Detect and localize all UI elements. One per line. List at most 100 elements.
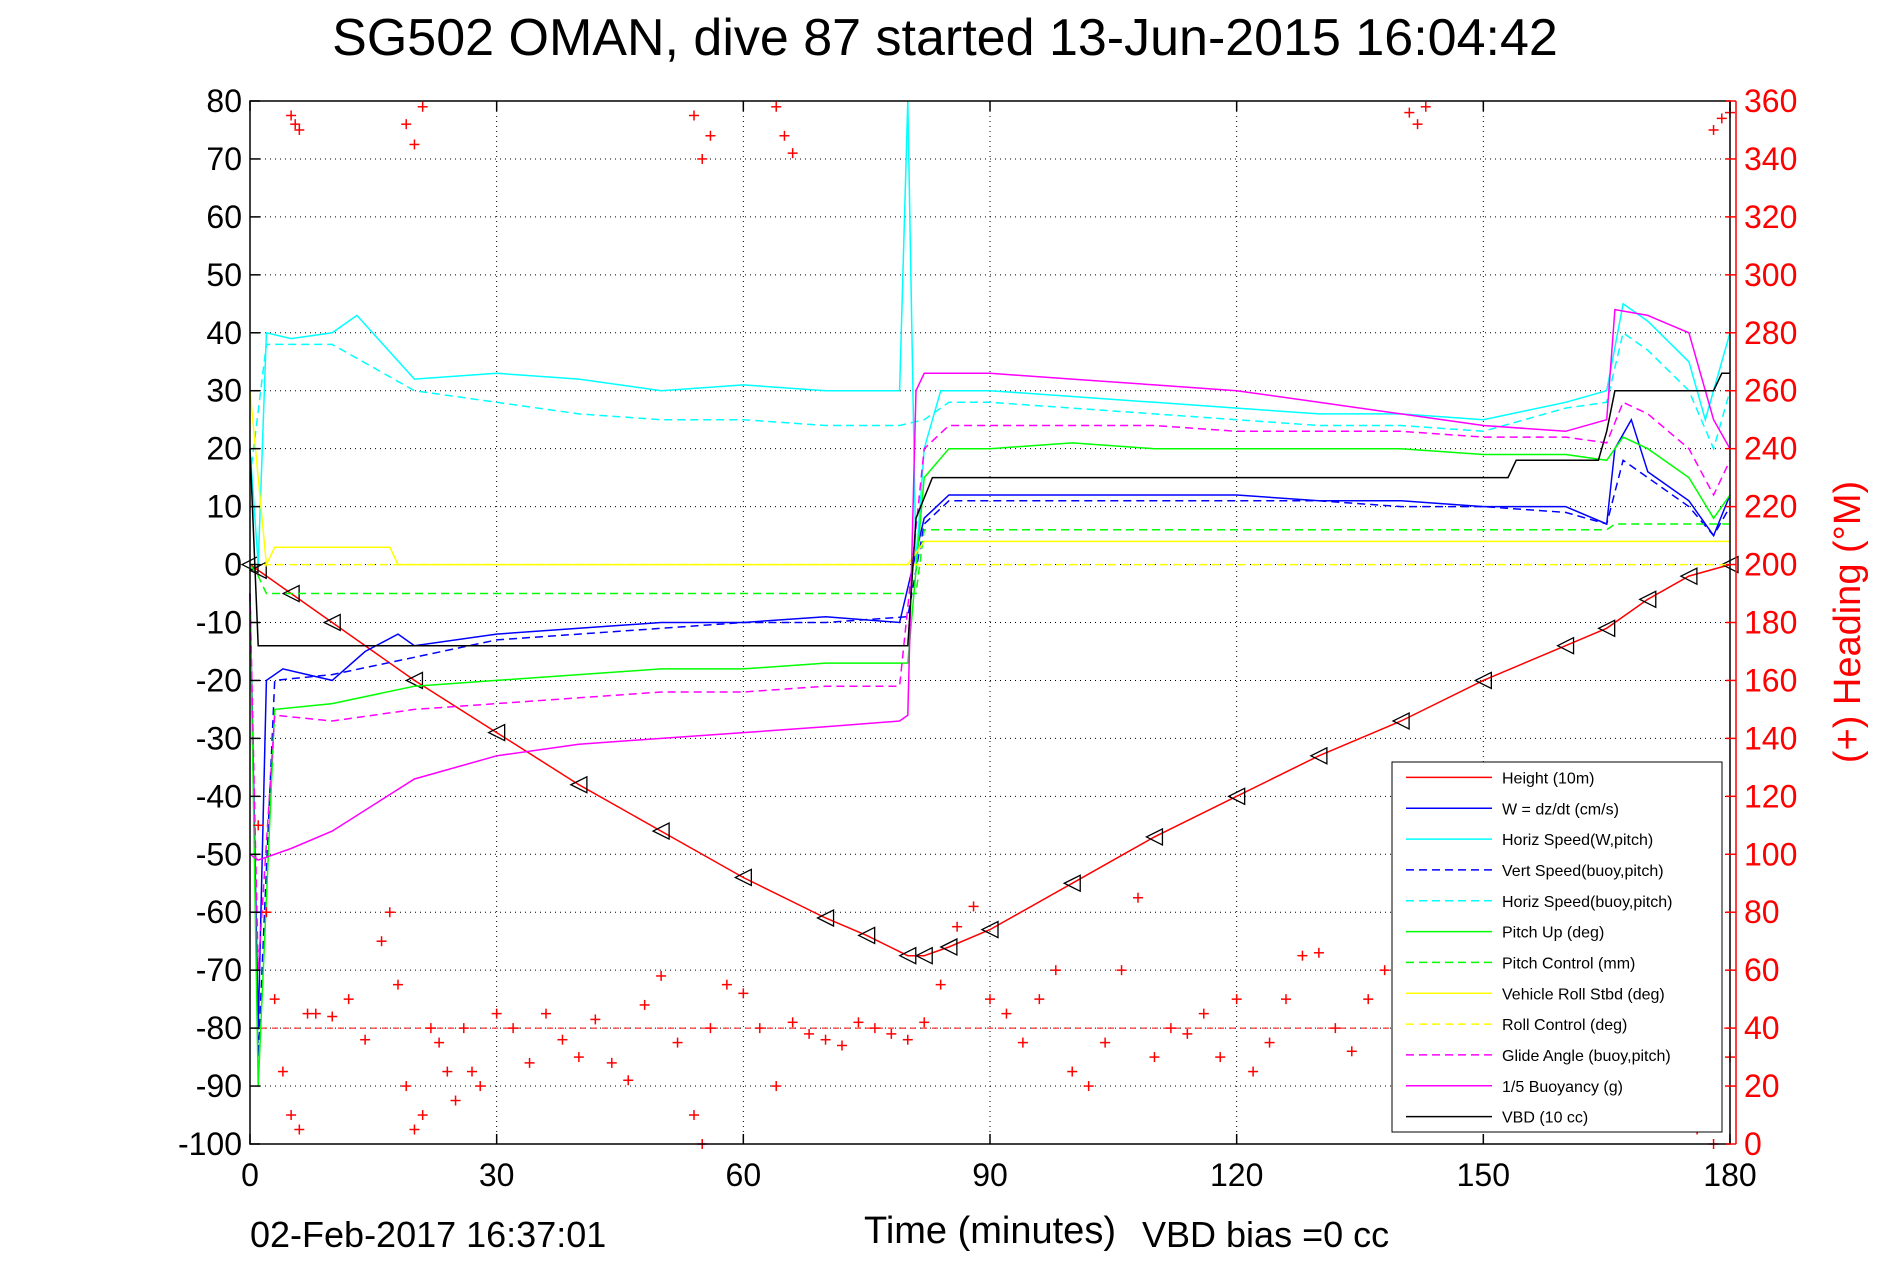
heading-point xyxy=(573,1052,584,1063)
y-tick-label: 60 xyxy=(206,199,242,235)
height-marker xyxy=(980,920,999,939)
heading-point xyxy=(721,979,732,990)
legend-label-vehicle-roll-stbd-deg: Vehicle Roll Stbd (deg) xyxy=(1502,986,1665,1003)
heading-point xyxy=(450,1095,461,1106)
height-marker xyxy=(939,937,958,957)
height-marker xyxy=(1227,787,1246,806)
heading-point xyxy=(384,907,395,918)
heading-point xyxy=(656,970,667,981)
y-tick-label: 20 xyxy=(206,431,242,467)
heading-point xyxy=(1404,107,1415,118)
y2-tick-label: 120 xyxy=(1744,778,1797,814)
heading-point xyxy=(524,1057,535,1068)
heading-point xyxy=(820,1034,831,1045)
height-marker xyxy=(569,775,588,794)
heading-point xyxy=(253,820,264,831)
legend-label-1-5-buoyancy-g: 1/5 Buoyancy (g) xyxy=(1502,1079,1623,1096)
heading-point xyxy=(935,979,946,990)
heading-point xyxy=(360,1034,371,1045)
heading-point xyxy=(1083,1081,1094,1092)
y-tick-label: -10 xyxy=(196,605,242,641)
y2-tick-label: 140 xyxy=(1744,720,1797,756)
height-marker xyxy=(322,613,341,632)
y-tick-label: -60 xyxy=(196,894,242,930)
heading-point xyxy=(286,1110,297,1121)
x-axis-label: Time (minutes) xyxy=(864,1210,1116,1252)
y-tick-label: 40 xyxy=(206,315,242,351)
y2-tick-label: 160 xyxy=(1744,662,1797,698)
y2-tick-label: 100 xyxy=(1744,836,1797,872)
heading-point xyxy=(754,1023,765,1034)
heading-point xyxy=(590,1014,601,1025)
y2-tick-label: 260 xyxy=(1744,373,1797,409)
x-tick-label: 60 xyxy=(726,1157,762,1193)
series-line-pitch-control-mm xyxy=(249,523,1730,595)
series-line-horiz-speed-buoy-pitch xyxy=(249,331,1731,478)
heading-point xyxy=(853,1017,864,1028)
heading-point xyxy=(475,1081,486,1092)
heading-point xyxy=(1708,124,1719,135)
heading-point xyxy=(458,1023,469,1034)
heading-point xyxy=(1313,947,1324,958)
heading-point xyxy=(1330,1023,1341,1034)
heading-point xyxy=(1297,950,1308,961)
heading-point xyxy=(804,1028,815,1039)
heading-point xyxy=(968,901,979,912)
legend-label-vert-speed-buoy-pitch: Vert Speed(buoy,pitch) xyxy=(1502,863,1664,880)
height-marker xyxy=(1062,874,1081,893)
heading-point xyxy=(771,101,782,112)
chart-title: SG502 OMAN, dive 87 started 13-Jun-2015 … xyxy=(332,9,1558,67)
y-tick-label: 10 xyxy=(206,489,242,525)
heading-point xyxy=(779,130,790,141)
y2-axis-label: (+) Heading (°M) xyxy=(1827,481,1869,763)
heading-point xyxy=(787,1017,798,1028)
heading-point xyxy=(467,1066,477,1077)
heading-point xyxy=(787,148,798,159)
x-axis: 0 30 60 90 120 150 180 xyxy=(241,101,1757,1193)
heading-point xyxy=(294,124,305,135)
y2-tick-label: 280 xyxy=(1744,315,1797,351)
x-tick-label: 30 xyxy=(479,1157,515,1193)
height-marker xyxy=(733,868,752,887)
heading-point xyxy=(417,1110,428,1121)
legend-label-horiz-speed-buoy-pitch: Horiz Speed(buoy,pitch) xyxy=(1502,894,1672,911)
heading-point xyxy=(409,139,420,150)
heading-point xyxy=(1149,1052,1160,1063)
heading-point xyxy=(425,1023,436,1034)
heading-point xyxy=(294,1124,305,1135)
heading-point xyxy=(1198,1008,1209,1019)
height-marker xyxy=(1597,619,1616,638)
y-tick-label: -20 xyxy=(196,662,242,698)
heading-point xyxy=(1420,101,1431,112)
heading-point xyxy=(401,119,412,130)
heading-point xyxy=(442,1066,453,1077)
heading-point xyxy=(1346,1046,1357,1057)
heading-point xyxy=(1133,892,1143,903)
heading-point xyxy=(269,994,280,1005)
heading-point xyxy=(1067,1066,1078,1077)
heading-point xyxy=(837,1040,847,1051)
height-marker xyxy=(1391,711,1410,731)
heading-point xyxy=(919,1017,930,1028)
heading-point xyxy=(401,1081,412,1092)
height-marker xyxy=(1473,671,1492,690)
height-marker xyxy=(1638,590,1657,609)
heading-point xyxy=(886,1028,897,1039)
height-marker xyxy=(651,822,670,841)
legend: Height (10m) W = dz/dt (cm/s) Horiz Speed(… xyxy=(1391,761,1723,1133)
y-tick-label: -100 xyxy=(178,1126,242,1162)
y-tick-label: -50 xyxy=(196,836,242,872)
heading-point xyxy=(1215,1052,1226,1063)
heading-point xyxy=(1182,1028,1193,1039)
heading-point xyxy=(771,1081,782,1092)
y-tick-label: -30 xyxy=(196,720,242,756)
heading-point xyxy=(286,110,297,121)
heading-point xyxy=(689,110,699,121)
heading-point xyxy=(1050,965,1061,976)
y2-tick-label: 40 xyxy=(1744,1010,1780,1046)
legend-label-horiz-speed-w-pitch: Horiz Speed(W,pitch) xyxy=(1502,832,1653,849)
heading-point xyxy=(705,130,716,141)
heading-point xyxy=(985,994,995,1005)
y2-tick-label: 320 xyxy=(1744,199,1797,235)
